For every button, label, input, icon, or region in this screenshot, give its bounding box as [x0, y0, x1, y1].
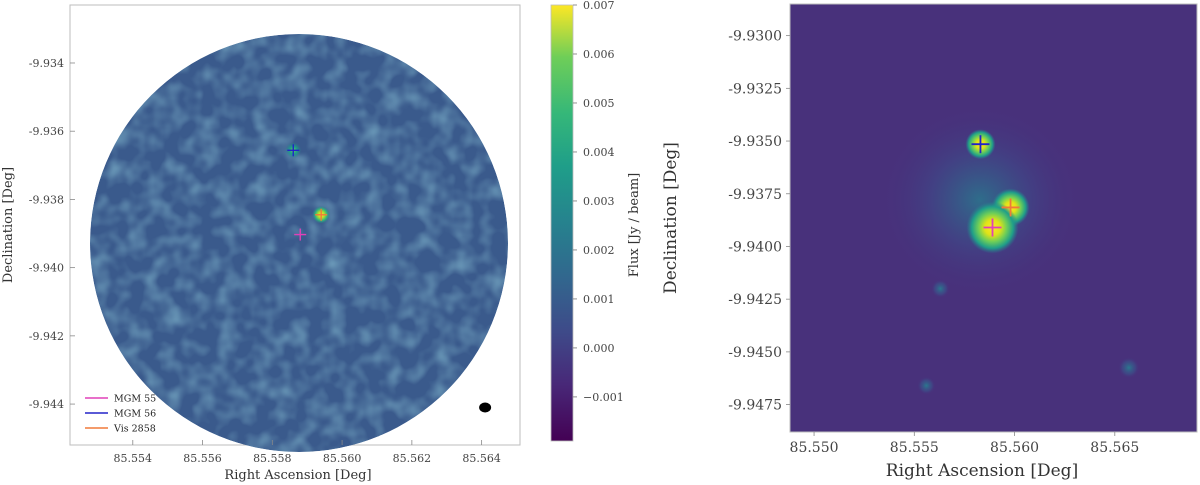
right-x-axis-label: Right Ascension [Deg]	[886, 461, 1078, 481]
colorbar-tick-label: 0.001	[583, 293, 615, 306]
right-y-tick-label: -9.9325	[728, 81, 782, 97]
right-x-ticks: 85.550 85.555 85.560 85.565	[790, 432, 1139, 456]
right-plot-frame	[789, 3, 1198, 433]
right-y-tick-label: -9.9350	[728, 134, 782, 150]
beam-ellipse	[479, 402, 492, 413]
left-marker-mgm-55	[294, 228, 307, 241]
left-markers	[287, 144, 328, 241]
right-y-tick-label: -9.9400	[728, 239, 782, 255]
colorbar-tick-label: 0.006	[583, 48, 615, 61]
left-y-ticks: -9.934 -9.936 -9.938 -9.940 -9.942 -9.944	[29, 57, 75, 411]
right-source-5	[916, 376, 936, 396]
left-x-tick-label: 85.564	[462, 452, 501, 465]
legend-label-0: MGM 55	[114, 394, 156, 405]
colorbar-tick-label: 0.004	[583, 146, 615, 159]
right-y-ticks: -9.9300 -9.9325 -9.9350 -9.9375 -9.9400 -9.94…	[728, 29, 790, 414]
right-y-tick-label: -9.9450	[728, 345, 782, 361]
right-markers	[971, 135, 1020, 237]
right-panel: 85.550 85.555 85.560 85.565 -9.9300-9.9325-…	[661, 3, 1198, 481]
primary-beam-field	[90, 34, 508, 452]
right-source-3	[1117, 356, 1140, 379]
left-x-ticks: 85.554 85.556 85.558 85.560 85.562 85.564	[114, 440, 501, 465]
left-y-axis-label: Declination [Deg]	[1, 167, 16, 283]
left-y-tick-label: -9.942	[29, 330, 64, 343]
right-y-tick-label: -9.9425	[728, 292, 782, 308]
legend-label-2: Vis 2858	[113, 424, 156, 435]
right-marker-mgm-55	[983, 218, 1002, 237]
left-y-tick-label: -9.934	[29, 57, 64, 70]
right-y-tick-label: -9.9475	[728, 398, 782, 414]
colorbar-tick-label: 0.000	[583, 342, 615, 355]
colorbar-tick-label: 0.003	[583, 195, 615, 208]
colorbar-label: Flux [Jy / beam]	[627, 173, 642, 277]
left-y-tick-label: -9.936	[29, 125, 64, 138]
right-y-tick-label: -9.9375	[728, 187, 782, 203]
left-x-tick-label: 85.554	[114, 452, 153, 465]
legend-label-1: MGM 56	[114, 409, 156, 420]
right-x-tick-label: 85.550	[790, 440, 839, 456]
right-source-4	[930, 279, 950, 299]
right-y-tick-label: -9.9300	[728, 29, 782, 45]
left-x-tick-label: 85.556	[183, 452, 222, 465]
left-marker-mgm-56	[287, 144, 300, 157]
left-x-tick-label: 85.562	[393, 452, 432, 465]
left-y-tick-label: -9.938	[29, 193, 64, 206]
colorbar-tick-label: −0.001	[583, 391, 624, 404]
left-panel: 85.554 85.556 85.558 85.560 85.562 85.564 -9.…	[1, 4, 521, 483]
colorbar: −0.001 0.000 0.001 0.002 0.003 0.004 0.005 0.00…	[550, 0, 642, 442]
colorbar-tick-label: 0.005	[583, 97, 615, 110]
right-y-axis-label: Declination [Deg]	[661, 142, 681, 294]
left-marker-vis-2858	[315, 208, 328, 221]
colorbar-gradient	[550, 4, 574, 442]
right-x-tick-label: 85.555	[890, 440, 939, 456]
colorbar-ticks: −0.001 0.000 0.001 0.002 0.003 0.004 0.005 0.00…	[573, 0, 624, 404]
right-x-tick-label: 85.560	[990, 440, 1039, 456]
left-x-axis-label: Right Ascension [Deg]	[224, 468, 371, 483]
right-marker-vis-2858	[1001, 198, 1020, 217]
colorbar-tick-label: 0.007	[583, 0, 615, 12]
right-emission	[880, 105, 1140, 396]
left-x-tick-label: 85.560	[323, 452, 362, 465]
left-x-tick-label: 85.558	[253, 452, 292, 465]
left-y-tick-label: -9.944	[29, 398, 64, 411]
colorbar-tick-label: 0.002	[583, 244, 615, 257]
right-x-tick-label: 85.565	[1090, 440, 1139, 456]
right-marker-mgm-56	[971, 135, 990, 154]
left-legend: MGM 55 MGM 56 Vis 2858	[85, 394, 156, 435]
left-y-tick-label: -9.940	[29, 262, 64, 275]
